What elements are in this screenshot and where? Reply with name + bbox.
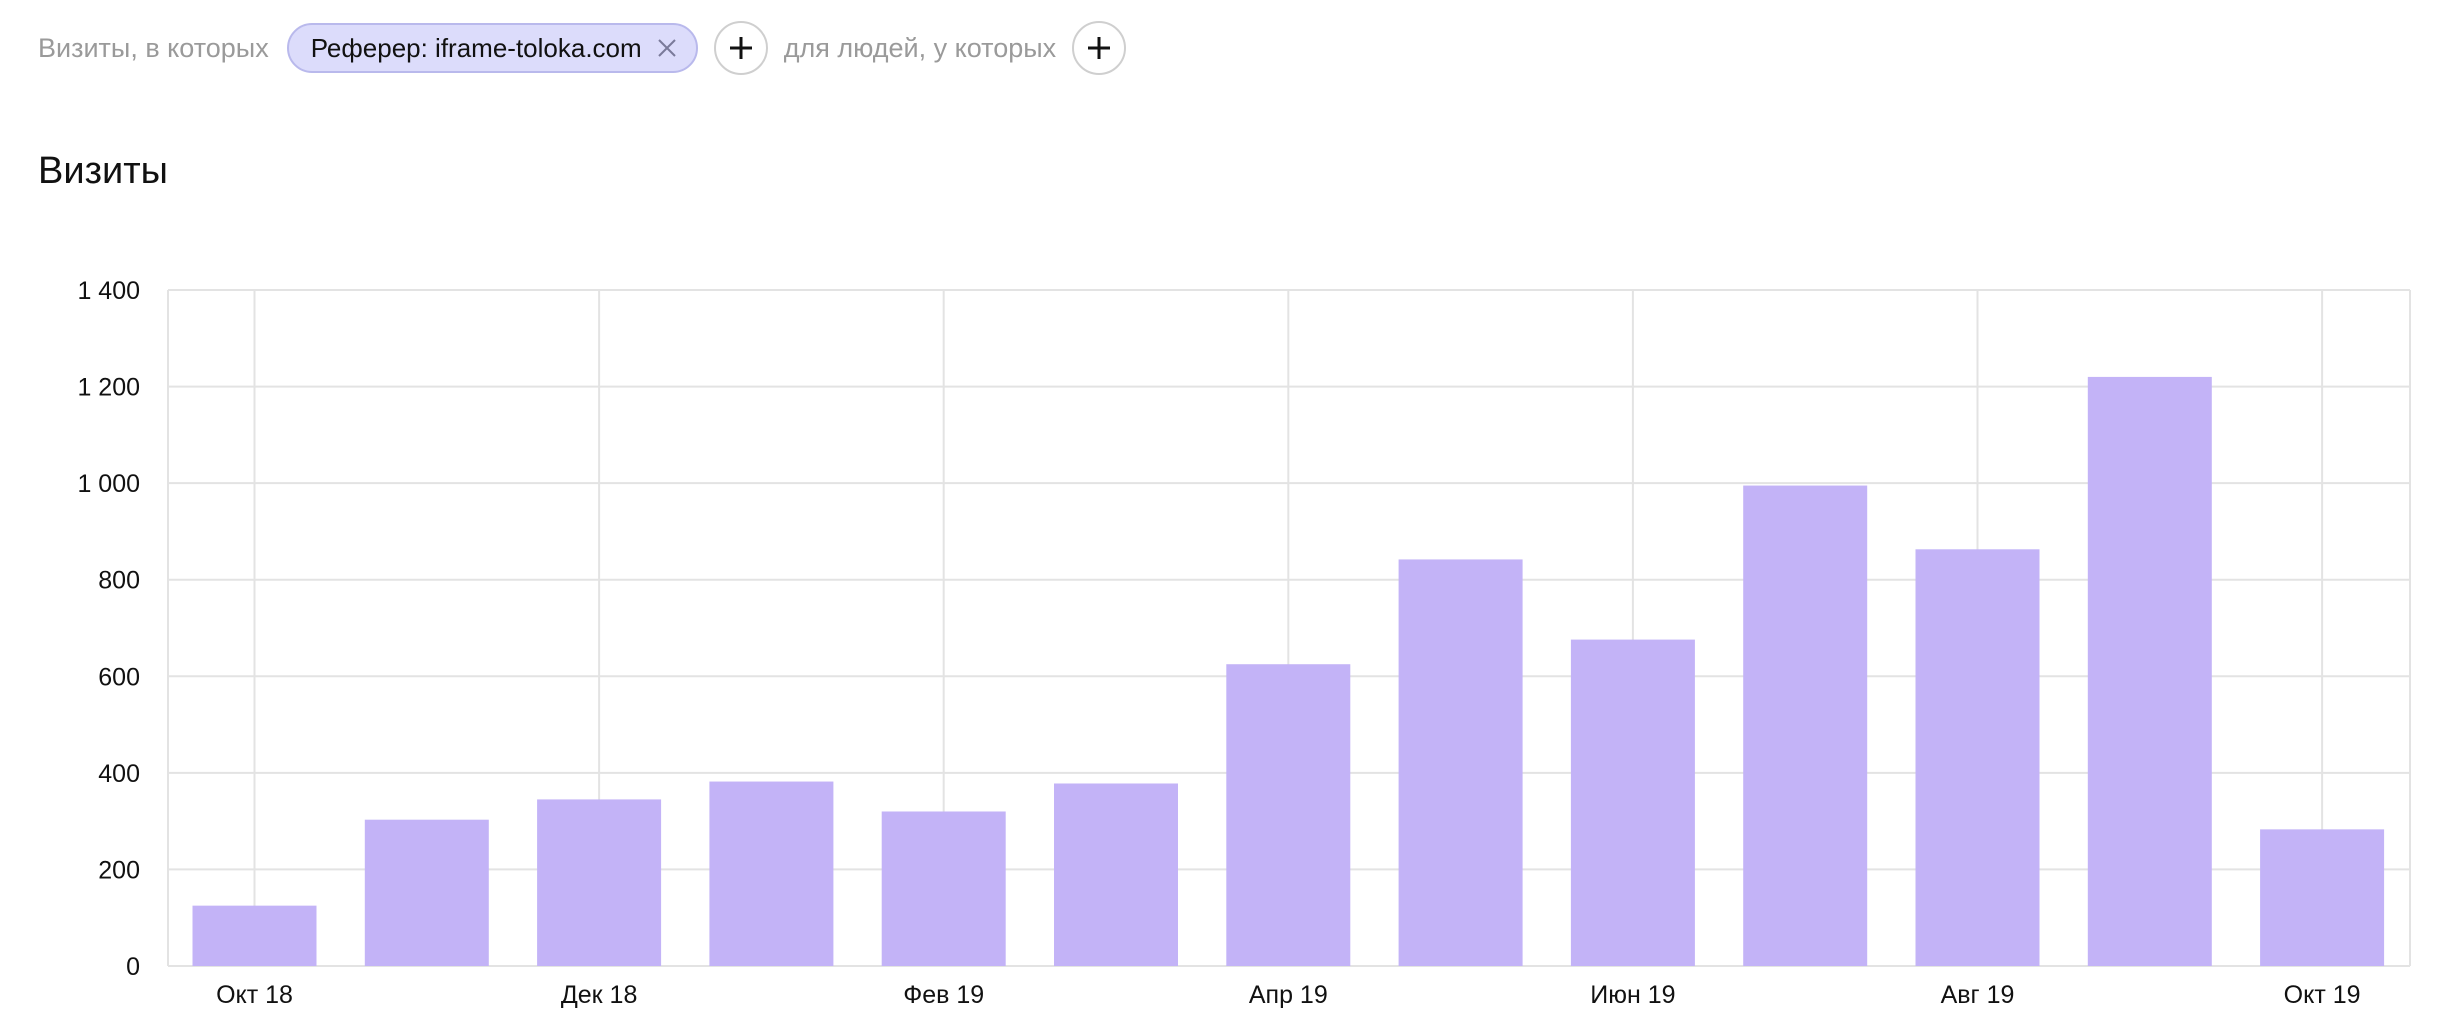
x-tick-label: Дек 18 (561, 981, 638, 1009)
plus-icon (1088, 37, 1111, 59)
plus-icon (729, 37, 752, 59)
y-tick-label: 400 (98, 760, 140, 788)
x-tick-label: Окт 18 (216, 981, 293, 1009)
x-tick-label: Фев 19 (903, 981, 984, 1009)
bar[interactable] (2260, 829, 2385, 966)
bar[interactable] (192, 905, 317, 966)
chart-bars (192, 376, 2385, 966)
y-tick-label: 0 (126, 953, 140, 981)
people-filter-label: для людей, у которых (783, 32, 1057, 63)
bar[interactable] (364, 819, 489, 966)
chart-title: Визиты (38, 150, 168, 192)
bar[interactable] (1915, 549, 2040, 966)
referrer-filter-chip-label: Реферер: iframe-toloka.com (310, 32, 642, 63)
bar[interactable] (2087, 376, 2212, 966)
bar[interactable] (1570, 639, 1695, 966)
segment-filter-bar: Визиты, в которых Реферер: iframe-toloka… (38, 18, 1142, 78)
bar[interactable] (709, 781, 834, 966)
y-tick-label: 600 (98, 663, 140, 691)
bar[interactable] (1743, 485, 1868, 966)
visits-filter-label: Визиты, в которых (38, 32, 269, 63)
y-tick-label: 1 200 (77, 374, 140, 402)
bar[interactable] (1226, 664, 1351, 966)
y-tick-label: 200 (98, 856, 140, 884)
bar[interactable] (881, 811, 1006, 966)
y-tick-label: 800 (98, 567, 140, 595)
add-visit-filter-button[interactable] (713, 21, 768, 75)
y-axis-labels: 0 200 400 600 800 1 000 1 200 1 400 (77, 277, 140, 981)
x-axis-labels: Окт 18 Дек 18 Фев 19 Апр 19 Июн 19 Авг 19 Окт … (216, 981, 2360, 1009)
close-icon[interactable] (656, 37, 678, 59)
x-tick-label: Апр 19 (1249, 981, 1328, 1009)
add-people-filter-button[interactable] (1072, 21, 1127, 75)
y-tick-label: 1 400 (77, 277, 140, 305)
bar[interactable] (1054, 783, 1178, 966)
x-tick-label: Окт 19 (2284, 981, 2361, 1009)
y-tick-label: 1 000 (77, 470, 140, 498)
referrer-filter-chip[interactable]: Реферер: iframe-toloka.com (286, 23, 698, 73)
bar[interactable] (537, 799, 662, 966)
bar[interactable] (1398, 559, 1523, 966)
x-tick-label: Авг 19 (1941, 981, 2015, 1009)
x-tick-label: Июн 19 (1590, 981, 1675, 1009)
